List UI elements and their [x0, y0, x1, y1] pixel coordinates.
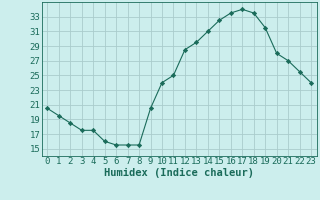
- X-axis label: Humidex (Indice chaleur): Humidex (Indice chaleur): [104, 168, 254, 178]
